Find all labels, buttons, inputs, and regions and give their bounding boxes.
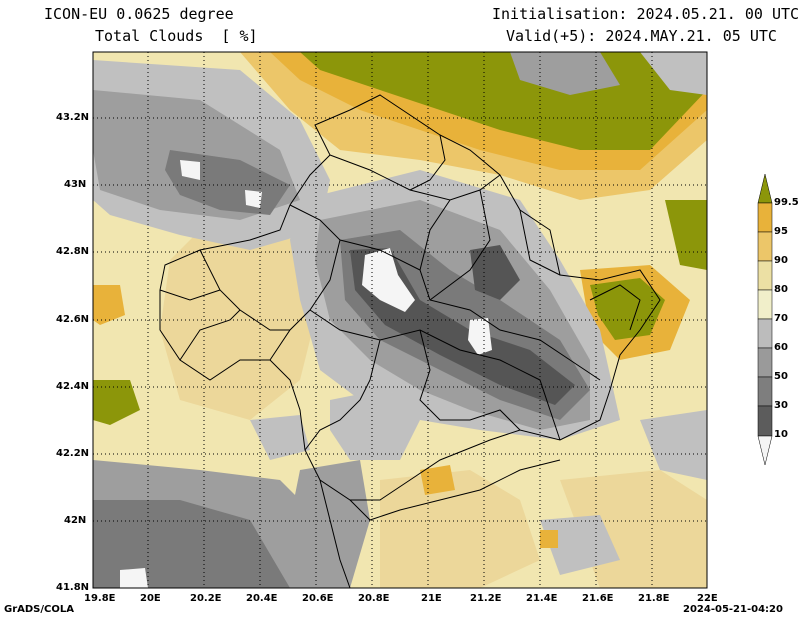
colorbar	[757, 173, 773, 466]
lat-tick-label: 42.4N	[56, 381, 90, 392]
lon-tick-label: 20.2E	[190, 593, 222, 604]
map-frame	[92, 51, 708, 589]
legend-label: 60	[774, 342, 788, 353]
lat-tick-label: 43.2N	[56, 112, 90, 123]
cloud-field	[93, 52, 707, 588]
lat-tick-label: 41.8N	[56, 582, 90, 593]
colorbar-bottom-triangle	[757, 435, 773, 466]
variable-title: Total Clouds [ %]	[95, 27, 258, 45]
software-credit: GrADS/COLA	[4, 604, 74, 615]
legend-label: 30	[774, 400, 788, 411]
generation-timestamp: 2024-05-21-04:20	[683, 604, 783, 615]
lon-tick-label: 21E	[421, 593, 442, 604]
lat-tick-label: 42.6N	[56, 314, 90, 325]
lat-tick-label: 42.8N	[56, 246, 90, 257]
lon-tick-label: 21.4E	[526, 593, 558, 604]
lon-tick-label: 20E	[140, 593, 161, 604]
legend-label: 80	[774, 284, 788, 295]
legend-label: 10	[774, 429, 788, 440]
lat-lon-grid	[93, 52, 707, 588]
legend-label: 95	[774, 226, 788, 237]
admin-borders	[159, 94, 661, 588]
lat-tick-label: 42.2N	[56, 448, 90, 459]
lon-tick-label: 19.8E	[84, 593, 116, 604]
lat-tick-label: 42N	[64, 515, 87, 526]
colorbar-top-triangle	[757, 173, 773, 204]
valid-time-text: Valid(+5): 2024.MAY.21. 05 UTC	[506, 27, 777, 45]
initialisation-text: Initialisation: 2024.05.21. 00 UTC	[492, 5, 800, 23]
model-title: ICON-EU 0.0625 degree	[44, 5, 234, 23]
legend-label: 99.5	[774, 197, 799, 208]
lon-tick-label: 21.2E	[470, 593, 502, 604]
lon-tick-label: 21.8E	[638, 593, 670, 604]
legend-label: 90	[774, 255, 788, 266]
lon-tick-label: 20.4E	[246, 593, 278, 604]
legend-label: 70	[774, 313, 788, 324]
legend-label: 50	[774, 371, 788, 382]
lat-tick-label: 43N	[64, 179, 87, 190]
lon-tick-label: 20.6E	[302, 593, 334, 604]
lon-tick-label: 20.8E	[358, 593, 390, 604]
lon-tick-label: 22E	[697, 593, 718, 604]
lon-tick-label: 21.6E	[582, 593, 614, 604]
